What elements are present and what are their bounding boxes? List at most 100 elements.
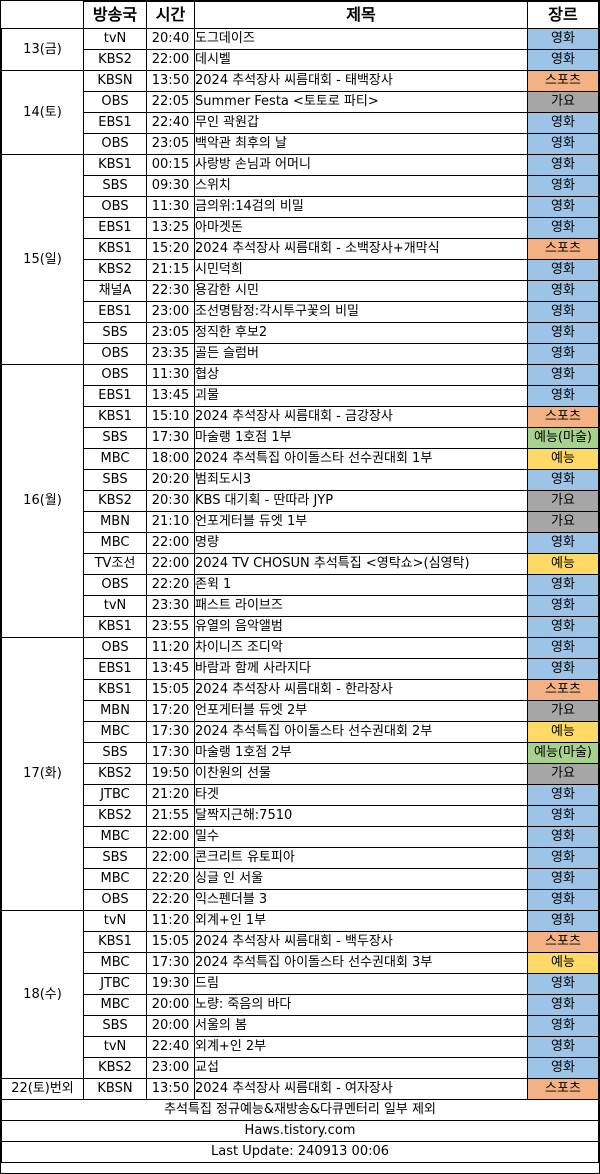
schedule-row: MBC 22:00 명량 영화 [2,532,599,554]
genre-cell: 영화 [527,532,599,554]
schedule-row: KBS2 19:50 이찬원의 선물 가요 [2,763,599,785]
time-cell: 22:40 [146,1036,195,1058]
title-cell: 2024 추석장사 씨름대회 - 태백장사 [194,70,528,92]
title-cell: 언포게터블 듀엣 1부 [194,511,528,533]
time-cell: 23:05 [146,133,195,155]
title-cell: 2024 추석특집 아이돌스타 선수권대회 2부 [194,721,528,743]
schedule-row: EBS1 13:45 바람과 함께 사라지다 영화 [2,658,599,680]
channel-cell: KBSN [83,1078,147,1100]
channel-cell: EBS1 [83,301,147,323]
genre-cell: 가요 [527,700,599,722]
channel-cell: OBS [83,574,147,596]
schedule-row: KBS2 22:00 데시벨 영화 [2,49,599,71]
time-cell: 22:00 [146,847,195,869]
channel-cell: EBS1 [83,112,147,134]
title-cell: 타겟 [194,784,528,806]
schedule-row: 채널A 22:30 용감한 시민 영화 [2,280,599,302]
title-cell: 시민덕희 [194,259,528,281]
schedule-row: EBS1 13:45 괴물 영화 [2,385,599,407]
genre-cell: 가요 [527,91,599,113]
schedule-row: EBS1 13:25 아마겟돈 영화 [2,217,599,239]
title-cell: 존윅 1 [194,574,528,596]
channel-cell: TV조선 [83,553,147,575]
schedule-row: 18(수) tvN 11:20 외계+인 1부 영화 [1,910,599,1079]
genre-cell: 영화 [527,154,599,176]
channel-cell: OBS [83,133,147,155]
time-cell: 13:50 [146,70,195,92]
title-cell: 달짝지근해:7510 [194,805,528,827]
schedule-row: KBS2 21:55 달짝지근해:7510 영화 [2,805,599,827]
schedule-row: MBC 17:30 2024 추석특집 아이돌스타 선수권대회 2부 예능 [2,721,599,743]
schedule-row: SBS 20:20 범죄도시3 영화 [2,469,599,491]
time-cell: 15:20 [146,238,195,260]
title-cell: 마술랭 1호점 2부 [194,742,528,764]
time-cell: 22:00 [146,826,195,848]
schedule-row: KBS1 15:20 2024 추석장사 씨름대회 - 소백장사+개막식 스포츠 [2,238,599,260]
schedule-row: MBN 21:10 언포게터블 듀엣 1부 가요 [2,511,599,533]
genre-cell: 영화 [527,595,599,617]
title-cell: 외계+인 2부 [194,1036,528,1058]
channel-cell: OBS [83,196,147,218]
title-cell: 2024 TV CHOSUN 추석특집 <영탁쇼>(심영탁) [194,553,528,575]
time-cell: 23:00 [146,1057,195,1079]
genre-cell: 영화 [527,196,599,218]
title-cell: 데시벨 [194,49,528,71]
genre-cell: 영화 [527,385,599,407]
time-cell: 15:05 [146,931,195,953]
channel-cell: KBS1 [83,154,147,176]
schedule-row: OBS 22:05 Summer Festa <토토로 파티> 가요 [2,91,599,113]
channel-cell: OBS [83,91,147,113]
time-cell: 22:40 [146,112,195,134]
genre-cell: 예능 [527,721,599,743]
time-cell: 21:10 [146,511,195,533]
genre-cell: 영화 [527,301,599,323]
genre-cell: 영화 [527,826,599,848]
channel-cell: EBS1 [83,217,147,239]
title-cell: 도그데이즈 [194,28,528,50]
time-cell: 17:30 [146,427,195,449]
channel-cell: MBC [83,952,147,974]
genre-cell: 영화 [527,133,599,155]
day-label: 14(토) [1,70,84,155]
schedule-row: tvN 23:30 패스트 라이브즈 영화 [2,595,599,617]
title-cell: 바람과 함께 사라지다 [194,658,528,680]
time-cell: 13:50 [146,1078,195,1100]
schedule-row: KBS1 15:05 2024 추석장사 씨름대회 - 백두장사 스포츠 [2,931,599,953]
time-cell: 13:45 [146,658,195,680]
channel-cell: MBC [83,994,147,1016]
channel-cell: SBS [83,1015,147,1037]
channel-cell: MBC [83,532,147,554]
schedule-row: JTBC 21:20 타겟 영화 [2,784,599,806]
footer: 추석특집 정규예능&재방송&다큐멘터리 일부 제외 Haws.tistory.c… [1,1099,599,1163]
title-cell: 콘크리트 유토피아 [194,847,528,869]
genre-cell: 영화 [527,259,599,281]
time-cell: 20:40 [146,28,195,50]
channel-cell: tvN [83,1036,147,1058]
genre-cell: 영화 [527,994,599,1016]
genre-cell: 영화 [527,616,599,638]
time-cell: 15:10 [146,406,195,428]
genre-cell: 스포츠 [527,238,599,260]
time-cell: 11:20 [146,637,195,659]
time-cell: 23:30 [146,595,195,617]
schedule-row: 17(화) OBS 11:20 차이니즈 조디악 영화 [1,637,599,911]
title-cell: 골든 슬럼버 [194,343,528,365]
day-label: 18(수) [1,910,84,1079]
genre-cell: 영화 [527,322,599,344]
day-label: 22(토)번외 [1,1078,84,1100]
genre-cell: 예능 [527,553,599,575]
genre-cell: 영화 [527,574,599,596]
time-cell: 23:55 [146,616,195,638]
time-cell: 17:20 [146,700,195,722]
schedule-row: MBN 17:20 언포게터블 듀엣 2부 가요 [2,700,599,722]
genre-cell: 예능 [527,952,599,974]
genre-cell: 영화 [527,847,599,869]
schedule-row: OBS 23:35 골든 슬럼버 영화 [2,343,599,365]
channel-cell: MBC [83,868,147,890]
channel-cell: OBS [83,364,147,386]
genre-cell: 영화 [527,637,599,659]
schedule-row: SBS 23:05 정직한 후보2 영화 [2,322,599,344]
time-cell: 18:00 [146,448,195,470]
time-cell: 20:00 [146,994,195,1016]
time-cell: 20:30 [146,490,195,512]
